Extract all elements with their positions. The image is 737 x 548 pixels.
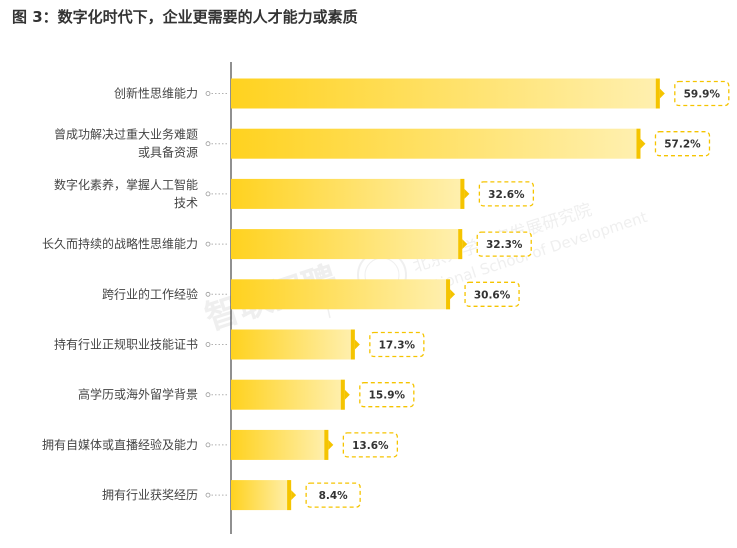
category-label: 曾成功解决过重大业务难题	[54, 127, 198, 142]
bar-pointer	[659, 88, 665, 99]
bar	[231, 178, 465, 209]
bar	[231, 128, 641, 159]
value-label: 8.4%	[319, 490, 349, 502]
category-label: 长久而持续的战略性思维能力	[42, 236, 198, 251]
value-label-box	[305, 482, 361, 508]
value-label: 57.2%	[664, 139, 701, 151]
bar-pointer	[462, 239, 468, 250]
value-label: 32.6%	[488, 189, 525, 201]
value-label-box	[359, 382, 415, 408]
label-connector-dot	[205, 392, 211, 398]
bar-end-cap	[655, 78, 660, 109]
bar-pointer	[354, 339, 360, 350]
value-label: 30.6%	[474, 289, 511, 301]
value-label-box	[369, 331, 425, 358]
value-label-box	[654, 131, 711, 157]
label-connector-dot	[205, 241, 211, 247]
bar-end-cap	[287, 480, 292, 511]
category-label: 持有行业正规职业技能证书	[54, 337, 198, 352]
category-label: 拥有自媒体或直播经验及能力	[42, 437, 198, 452]
category-label: 跨行业的工作经验	[102, 286, 198, 301]
label-connector-dot	[205, 442, 211, 448]
value-label: 13.6%	[352, 440, 389, 452]
watermark: 智联招聘 北京大学国家发展研究院 National School of Deve…	[200, 200, 649, 339]
bar	[231, 329, 355, 360]
label-connector-dot	[205, 141, 211, 147]
bar	[231, 480, 292, 511]
bar-end-cap	[350, 329, 355, 360]
value-label-box	[464, 281, 520, 307]
bar-pointer	[291, 490, 297, 501]
bar-end-cap	[340, 379, 345, 410]
value-label-box	[476, 231, 532, 257]
label-connector-dot	[205, 291, 211, 297]
bar-end-cap	[458, 229, 463, 260]
chart-title: 图 3：数字化时代下，企业更需要的人才能力或素质	[12, 8, 358, 26]
category-label: 创新性思维能力	[114, 86, 198, 101]
bar-pointer	[464, 188, 470, 199]
value-label-box	[674, 80, 730, 107]
label-connector-dot	[205, 91, 211, 96]
bar-pointer	[328, 439, 334, 450]
bar	[231, 279, 451, 310]
bar	[231, 229, 463, 260]
category-label: 数字化素养，掌握人工智能	[54, 177, 198, 192]
bar	[231, 379, 345, 410]
category-label: 拥有行业获奖经历	[102, 488, 198, 502]
label-connector-dot	[205, 492, 211, 498]
value-label-box	[478, 181, 535, 207]
value-label: 32.3%	[486, 239, 523, 251]
category-label: 或具备资源	[138, 146, 198, 160]
value-label: 59.9%	[684, 89, 721, 101]
label-connector-dot	[205, 191, 211, 197]
bar	[231, 78, 660, 109]
value-label-box	[342, 432, 399, 458]
bar	[231, 429, 329, 460]
value-label: 17.3%	[379, 340, 416, 352]
value-label: 15.9%	[369, 390, 406, 402]
bar-pointer	[640, 138, 646, 149]
bar-end-cap	[636, 128, 641, 159]
bar-end-cap	[460, 178, 465, 209]
bar-pointer	[450, 289, 456, 300]
bar-pointer	[344, 389, 350, 400]
category-label: 高学历或海外留学背景	[78, 387, 198, 402]
category-label: 技术	[174, 196, 198, 210]
label-connector-dot	[205, 342, 211, 347]
bar-end-cap	[446, 279, 451, 310]
bar-end-cap	[324, 429, 329, 460]
